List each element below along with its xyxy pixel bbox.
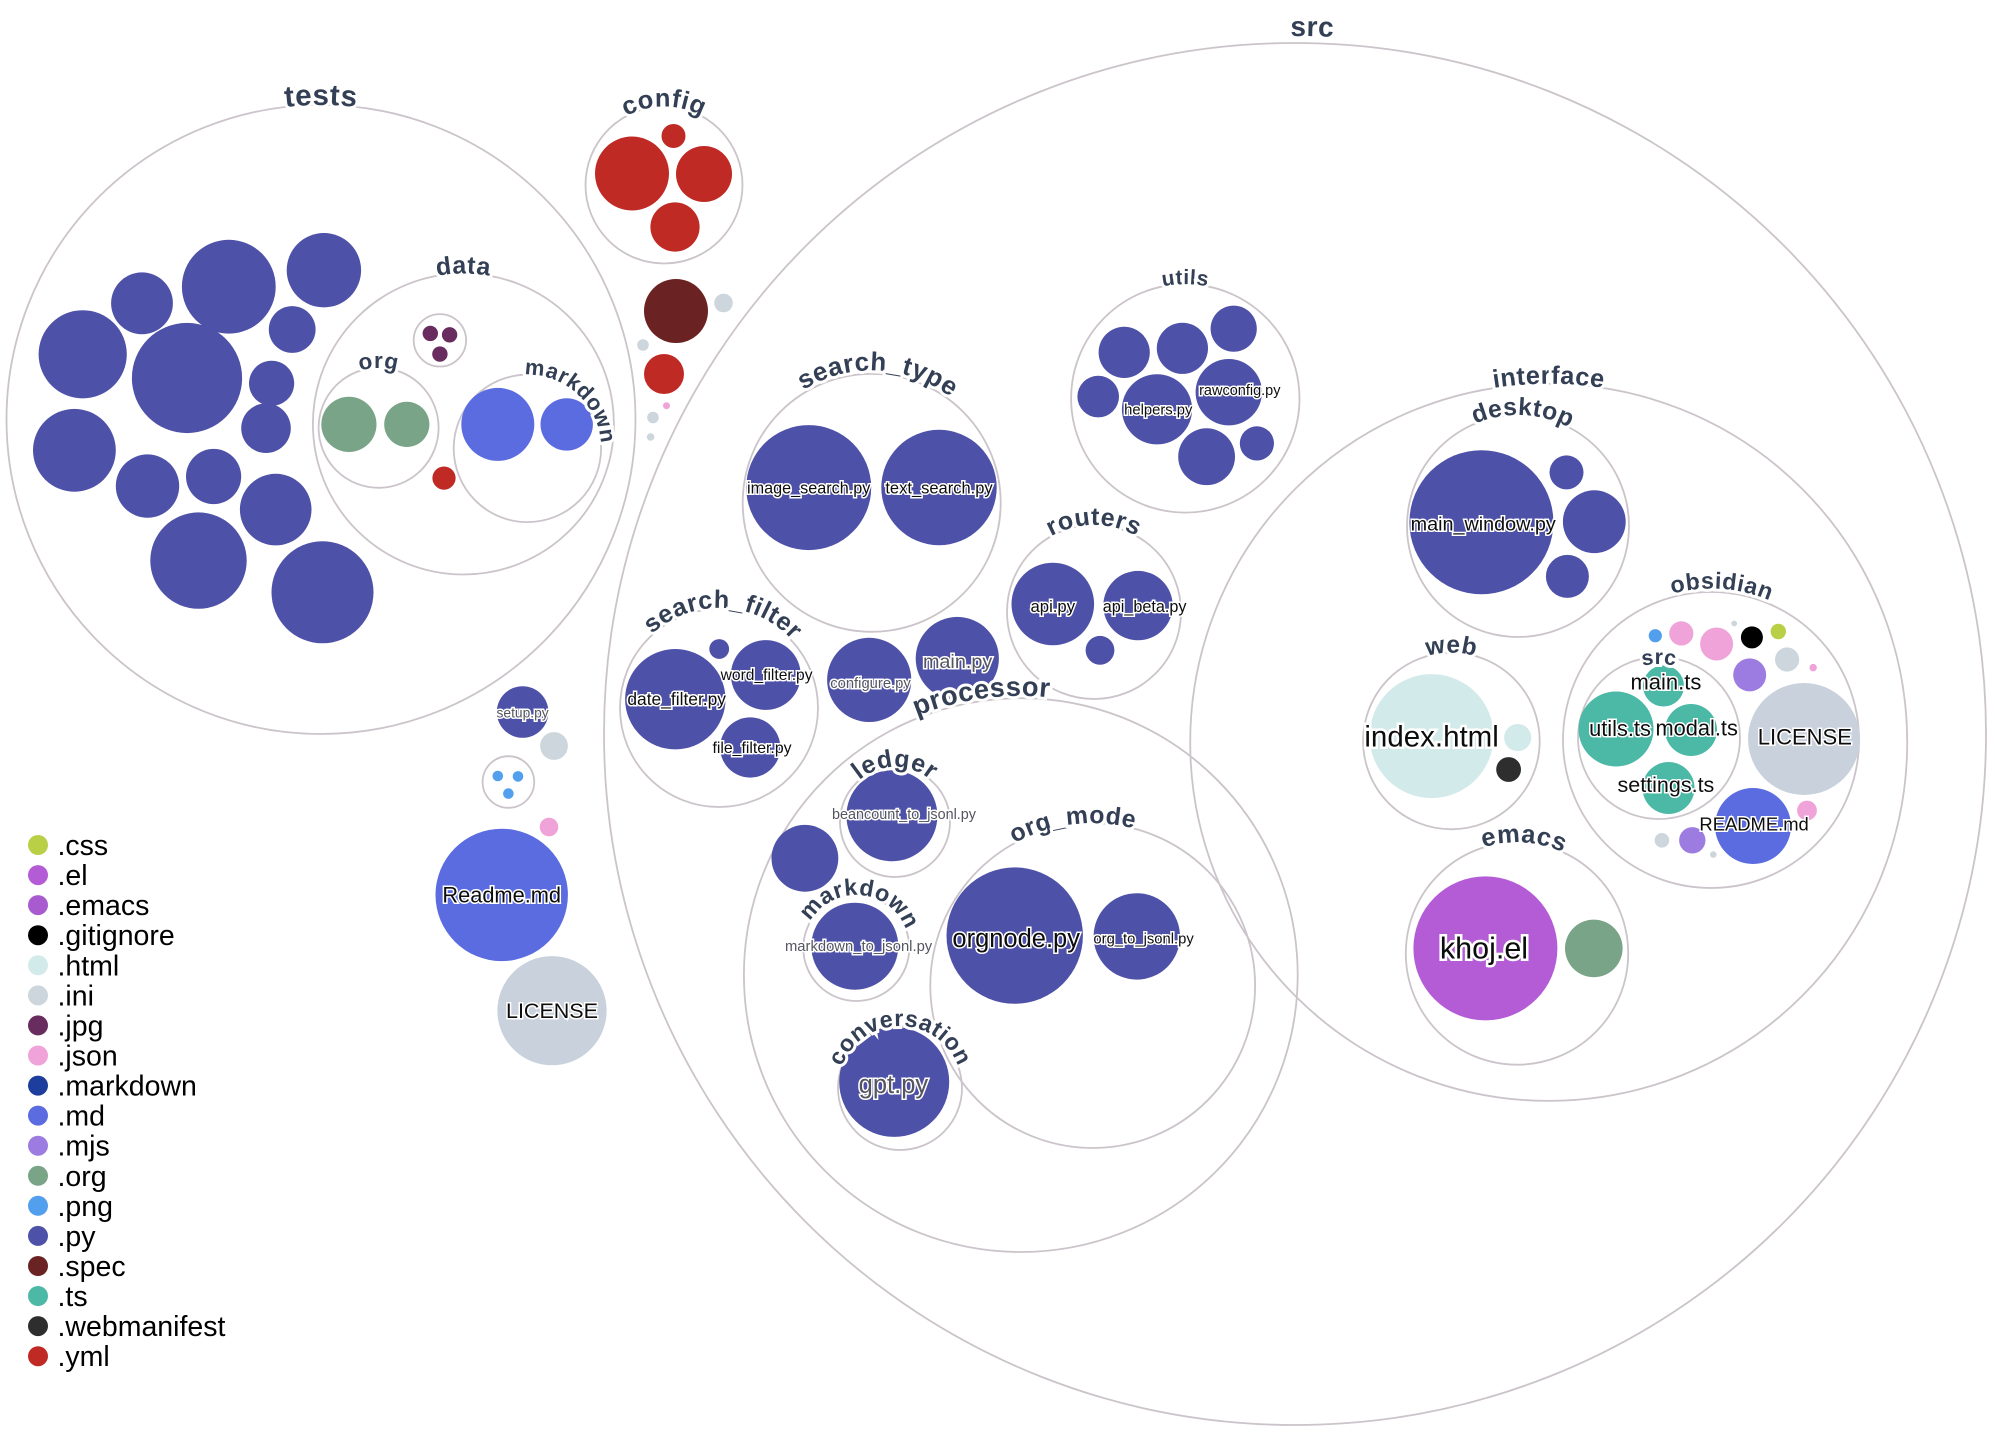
svg-text:.md: .md xyxy=(58,1101,106,1133)
svg-text:Readme.md: Readme.md xyxy=(442,883,561,908)
svg-text:utils: utils xyxy=(1160,266,1210,291)
svg-text:LICENSE: LICENSE xyxy=(1758,724,1852,749)
svg-text:.html: .html xyxy=(58,950,120,982)
svg-text:gpt.py: gpt.py xyxy=(859,1071,929,1099)
svg-text:.ini: .ini xyxy=(58,980,94,1012)
svg-text:.el: .el xyxy=(58,860,88,892)
svg-text:settings.ts: settings.ts xyxy=(1618,773,1715,797)
svg-text:helpers.py: helpers.py xyxy=(1124,403,1193,419)
svg-text:README.md: README.md xyxy=(1699,813,1808,834)
svg-text:setup.py: setup.py xyxy=(497,705,549,720)
svg-text:.json: .json xyxy=(58,1041,118,1073)
svg-text:src: src xyxy=(1640,645,1679,671)
svg-text:image_search.py: image_search.py xyxy=(747,479,871,497)
svg-text:.markdown: .markdown xyxy=(58,1071,197,1103)
svg-text:rawconfig.py: rawconfig.py xyxy=(1199,383,1281,399)
svg-text:api.py: api.py xyxy=(1031,597,1076,616)
svg-text:emacs: emacs xyxy=(1478,820,1571,858)
svg-text:config: config xyxy=(617,84,711,121)
svg-text:main_window.py: main_window.py xyxy=(1411,514,1556,536)
svg-text:search_filter: search_filter xyxy=(638,586,808,645)
svg-text:main.py: main.py xyxy=(923,651,992,673)
svg-text:org_mode: org_mode xyxy=(1005,802,1139,849)
svg-text:routers: routers xyxy=(1041,503,1146,542)
svg-text:.spec: .spec xyxy=(58,1251,126,1283)
svg-text:utils.ts: utils.ts xyxy=(1589,716,1651,741)
svg-text:beancount_to_jsonl.py: beancount_to_jsonl.py xyxy=(832,807,977,823)
svg-text:.mjs: .mjs xyxy=(58,1131,110,1163)
svg-text:date_filter.py: date_filter.py xyxy=(627,689,726,709)
svg-text:main.ts: main.ts xyxy=(1630,669,1701,694)
svg-text:LICENSE: LICENSE xyxy=(506,999,598,1023)
svg-text:word_filter.py: word_filter.py xyxy=(720,667,813,684)
svg-text:web: web xyxy=(1423,632,1480,662)
svg-text:src: src xyxy=(1290,11,1335,43)
svg-text:.gitignore: .gitignore xyxy=(58,920,175,952)
svg-text:org: org xyxy=(356,348,401,375)
svg-text:text_search.py: text_search.py xyxy=(885,479,993,497)
svg-text:org_to_jsonl.py: org_to_jsonl.py xyxy=(1093,932,1194,948)
svg-text:markdown_to_jsonl.py: markdown_to_jsonl.py xyxy=(785,939,933,955)
svg-text:desktop: desktop xyxy=(1468,394,1578,433)
svg-text:api_beta.py: api_beta.py xyxy=(1103,598,1188,616)
svg-text:obsidian: obsidian xyxy=(1668,567,1778,605)
svg-text:tests: tests xyxy=(283,79,359,114)
svg-text:search_type: search_type xyxy=(792,346,965,402)
svg-text:.png: .png xyxy=(58,1191,113,1223)
svg-text:.jpg: .jpg xyxy=(58,1010,104,1042)
svg-text:orgnode.py: orgnode.py xyxy=(952,925,1080,953)
svg-text:.css: .css xyxy=(58,830,109,862)
svg-text:modal.ts: modal.ts xyxy=(1656,716,1738,741)
svg-text:.emacs: .emacs xyxy=(58,890,150,922)
svg-text:.ts: .ts xyxy=(58,1281,88,1313)
svg-text:configure.py: configure.py xyxy=(830,676,911,692)
svg-text:interface: interface xyxy=(1491,362,1607,394)
svg-text:file_filter.py: file_filter.py xyxy=(712,740,791,757)
svg-text:.org: .org xyxy=(58,1161,107,1193)
svg-text:index.html: index.html xyxy=(1364,721,1498,754)
svg-text:.py: .py xyxy=(58,1221,97,1253)
svg-text:khoj.el: khoj.el xyxy=(1440,932,1528,966)
svg-text:.webmanifest: .webmanifest xyxy=(58,1311,226,1343)
svg-text:.yml: .yml xyxy=(58,1341,110,1373)
svg-text:data: data xyxy=(434,251,493,281)
